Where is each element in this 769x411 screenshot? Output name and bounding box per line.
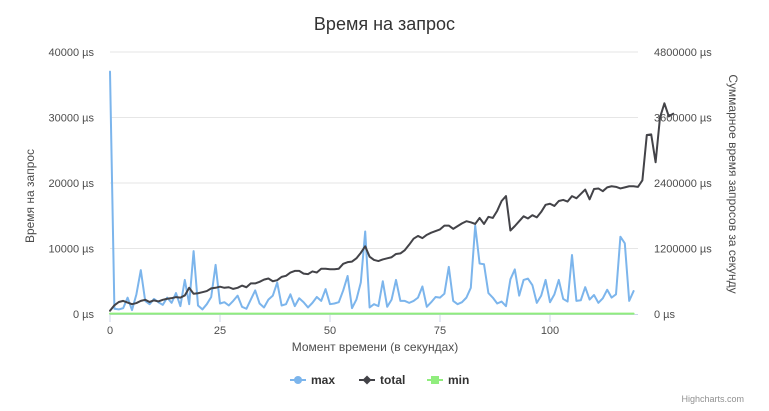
legend-item-min[interactable]: min [427, 373, 469, 387]
y-right-tick-label: 1200000 µs [654, 244, 712, 256]
x-tick-label: 75 [434, 325, 446, 337]
y-left-tick-label: 40000 µs [49, 47, 95, 59]
series-line-max[interactable] [109, 70, 635, 312]
y-left-tick-label: 20000 µs [49, 178, 95, 190]
series-line-total[interactable] [109, 102, 675, 312]
legend-marker-diamond-icon [362, 375, 372, 385]
legend: max total min [290, 373, 469, 387]
legend-label-total: total [380, 373, 405, 387]
legend-item-total[interactable]: total [359, 373, 405, 387]
legend-label-max: max [311, 373, 335, 387]
x-tick-label: 100 [541, 325, 559, 337]
legend-label-min: min [448, 373, 469, 387]
y-right-axis-title: Суммарное время запросов за секунду [726, 74, 740, 293]
series-area [109, 70, 675, 315]
y-left-axis-title: Время на запрос [23, 149, 37, 243]
chart-title: Время на запрос [314, 14, 455, 34]
y-left-tick-label: 30000 µs [49, 113, 95, 125]
y-right-tick-label: 3600000 µs [654, 113, 712, 125]
y-left-tick-label: 10000 µs [49, 244, 95, 256]
y-left-tick-label: 0 µs [73, 309, 95, 321]
legend-marker-square-icon [431, 376, 439, 384]
axes: 0 µs 10000 µs 20000 µs 30000 µs 40000 µs 0 µs… [49, 47, 713, 337]
x-tick-label: 50 [324, 325, 336, 337]
x-tick-label: 0 [107, 325, 113, 337]
credits-link[interactable]: Highcharts.com [681, 394, 744, 404]
y-right-tick-label: 2400000 µs [654, 178, 712, 190]
y-right-tick-label: 0 µs [654, 309, 676, 321]
y-right-tick-label: 4800000 µs [654, 47, 712, 59]
x-axis-title: Момент времени (в секундах) [292, 340, 459, 354]
x-tick-label: 25 [214, 325, 226, 337]
grid [110, 51, 638, 249]
legend-marker-circle-icon [294, 376, 302, 384]
legend-item-max[interactable]: max [290, 373, 335, 387]
